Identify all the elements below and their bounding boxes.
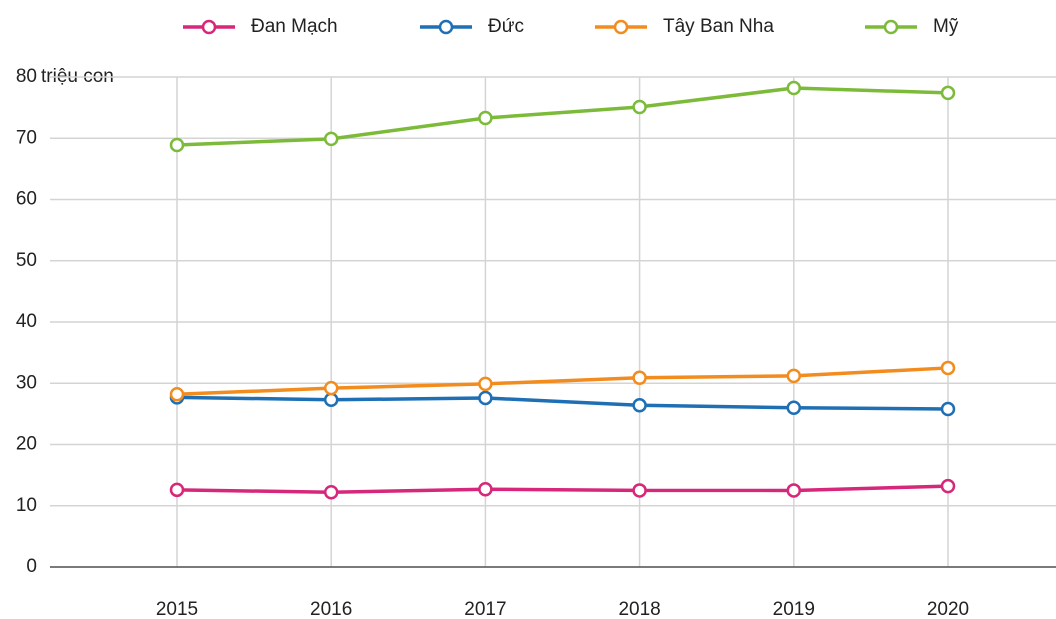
y-tick-label: 0 (26, 556, 37, 577)
legend-marker (883, 19, 899, 35)
series-line (176, 395, 949, 411)
point (478, 376, 493, 392)
y-tick-label: 60 (16, 189, 37, 210)
point (632, 483, 647, 498)
x-tick-label: 2018 (618, 599, 660, 619)
point (940, 85, 956, 101)
point (323, 392, 339, 408)
point (786, 80, 802, 96)
legend-marker (201, 19, 217, 35)
point (632, 99, 647, 115)
y-tick-label: 50 (16, 250, 37, 271)
x-tick-label: 2016 (310, 599, 352, 619)
point (323, 131, 339, 147)
point (786, 483, 802, 498)
point (632, 370, 647, 385)
point (323, 485, 339, 500)
point (940, 401, 956, 417)
y-tick-label: 30 (16, 372, 37, 393)
point (478, 110, 493, 126)
series-line (176, 366, 949, 397)
point (478, 390, 493, 406)
series-line (176, 484, 949, 495)
point (169, 137, 185, 153)
y-tick-label: 40 (16, 311, 37, 332)
series-line (176, 86, 949, 147)
x-tick-label: 2020 (927, 599, 969, 619)
point (786, 368, 802, 384)
point (786, 400, 802, 415)
legend-label: Mỹ (933, 16, 959, 37)
point (940, 360, 956, 376)
point (940, 478, 956, 494)
point (478, 481, 493, 497)
legend-marker (438, 19, 454, 35)
legend-label: Đức (488, 16, 524, 37)
x-tick-label: 2015 (156, 599, 198, 619)
point (169, 482, 185, 498)
point (632, 398, 647, 413)
y-tick-label: 70 (16, 127, 37, 148)
y-tick-label: 10 (16, 495, 37, 516)
legend-marker (613, 19, 629, 35)
legend-label: Đan Mạch (251, 16, 338, 37)
point (323, 380, 339, 396)
x-tick-label: 2019 (773, 599, 815, 619)
x-tick-label: 2017 (464, 599, 506, 619)
y-tick-label: 20 (16, 434, 37, 455)
point (169, 387, 185, 402)
legend-label: Tây Ban Nha (663, 16, 774, 37)
y-tick-label: 80 (16, 66, 37, 87)
